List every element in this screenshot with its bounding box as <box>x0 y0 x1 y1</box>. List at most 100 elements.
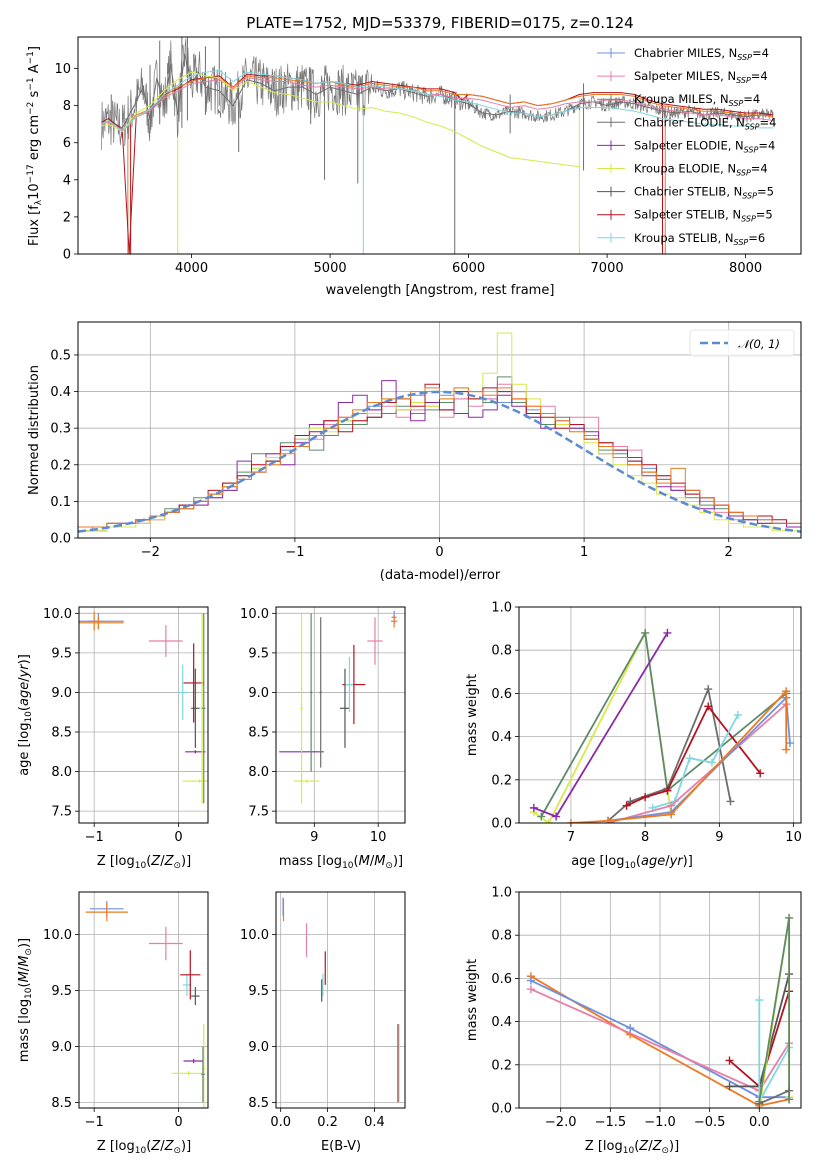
spectrum-panel: PLATE=1752, MJD=53379, FIBERID=0175, z=0… <box>26 14 802 298</box>
spectrum-plot-area: 4000 5000 6000 7000 8000 0 2 4 6 8 10 <box>54 36 802 276</box>
y-tick-label: 8 <box>63 99 71 114</box>
x-tick-label: 8 <box>641 830 649 845</box>
histogram-x-axis-label: (data-model)/error <box>380 568 501 583</box>
weight-age-x-axis-label: age [log10(age/yr)] <box>571 854 693 871</box>
spectrum-title: PLATE=1752, MJD=53379, FIBERID=0175, z=0… <box>246 14 633 32</box>
y-tick-label: 6 <box>63 136 71 151</box>
weight-marker <box>529 803 538 812</box>
weight-age-y-axis-label: mass weight <box>465 674 480 756</box>
y-tick-label: 9.0 <box>51 1040 72 1055</box>
y-tick-label: 0.2 <box>491 1058 512 1073</box>
x-tick-label: 7000 <box>591 261 624 276</box>
y-tick-label: 9.5 <box>51 646 72 661</box>
x-tick-label: 8000 <box>729 261 762 276</box>
weight-marker <box>526 985 535 994</box>
y-tick-label: 8.0 <box>51 765 72 780</box>
weight-line <box>607 695 791 822</box>
normal-curve <box>78 390 801 533</box>
y-tick-label: 0.2 <box>50 458 71 473</box>
x-tick-label: −2.0 <box>545 1115 577 1130</box>
y-tick-label: 10 <box>54 62 71 77</box>
legend-label: Salpeter ELODIE, NSSP=4 <box>634 138 775 154</box>
x-tick-label: −1.0 <box>644 1115 676 1130</box>
x-tick-label: 7 <box>567 830 575 845</box>
y-tick-label: 0.1 <box>50 495 71 510</box>
weight-marker <box>755 996 764 1004</box>
weight-marker <box>707 758 716 767</box>
y-tick-label: 0.0 <box>491 817 512 832</box>
weight-marker <box>755 1099 764 1108</box>
legend-label: Kroupa ELODIE, NSSP=4 <box>634 162 768 178</box>
x-tick-label: 9 <box>310 830 318 845</box>
y-tick-label: 2 <box>63 210 71 225</box>
spectrum-model-line <box>101 71 580 168</box>
x-tick-label: 0.0 <box>749 1115 770 1130</box>
weight-z-y-axis-label: mass weight <box>465 959 480 1041</box>
y-tick-label: 0.8 <box>491 644 512 659</box>
age-z-x-axis-label: Z [log10(Z/Z⊙)] <box>97 854 191 871</box>
y-tick-label: 0.4 <box>491 1015 512 1030</box>
y-tick-label: 8.0 <box>248 765 269 780</box>
x-tick-label: 10 <box>785 830 802 845</box>
plot-content <box>279 610 398 804</box>
plot-content <box>529 628 794 823</box>
weight-line <box>540 630 787 817</box>
age-vs-mass-panel: 9 10 7.5 8.0 8.5 9.0 9.5 10.0 <box>240 606 406 845</box>
x-tick-label: −1 <box>285 545 304 560</box>
weight-z-x-axis-label: Z [log10(Z/Z⊙)] <box>585 1139 679 1156</box>
y-tick-label: 7.5 <box>51 805 72 820</box>
weight-marker <box>526 976 535 985</box>
y-tick-label: 0.4 <box>491 730 512 745</box>
weight-marker <box>704 685 713 694</box>
weight-marker <box>782 687 791 696</box>
weight-line <box>758 1089 790 1105</box>
y-tick-label: 9.0 <box>51 686 72 701</box>
y-tick-label: 10.0 <box>240 607 269 622</box>
spectrum-model-line <box>101 69 774 133</box>
weight-marker <box>622 801 631 810</box>
weight-marker <box>785 1095 794 1104</box>
histogram-y-axis-label: Normed distribution <box>27 365 42 495</box>
x-tick-label: 10 <box>370 830 387 845</box>
x-tick-label: 5000 <box>314 261 347 276</box>
y-tick-label: 1.0 <box>491 601 512 616</box>
y-tick-label: 7.5 <box>248 805 269 820</box>
legend-label: Chabrier ELODIE, NSSP=4 <box>634 115 776 131</box>
spectrum-y-axis-label: Flux [fλ10−17 erg cm−2 s−1 A−1] <box>26 46 44 246</box>
mass-vs-extinction-panel: 0.0 0.2 0.4 8.5 9.0 9.5 10.0 <box>240 891 406 1130</box>
plot-content <box>85 900 206 1108</box>
weight-marker <box>604 816 613 823</box>
mass-vs-metallicity-panel: −1 0 8.5 9.0 9.5 10.0 <box>43 891 209 1130</box>
weight-marker <box>785 913 794 922</box>
y-tick-label: 0.6 <box>491 687 512 702</box>
y-tick-label: 9.5 <box>248 646 269 661</box>
mass-z-y-axis-label: mass [log10(M/M⊙)] <box>17 938 34 1062</box>
axes-frame <box>275 891 406 1109</box>
weight-marker <box>667 810 676 819</box>
y-tick-label: 0.0 <box>491 1102 512 1117</box>
y-tick-label: 8.5 <box>51 726 72 741</box>
y-tick-label: 0.4 <box>50 385 71 400</box>
weight-marker <box>685 754 694 763</box>
y-tick-label: 0.0 <box>50 532 71 547</box>
weight-marker <box>704 702 713 711</box>
y-tick-label: 10.0 <box>43 607 72 622</box>
x-tick-label: −1.5 <box>595 1115 627 1130</box>
weight-marker <box>733 711 742 719</box>
legend-box <box>689 329 795 357</box>
weight-vs-age-panel: 7 8 9 10 0.0 0.2 0.4 0.6 0.8 1.0 <box>491 601 802 846</box>
weight-line <box>533 632 669 818</box>
y-tick-label: 8.5 <box>248 1096 269 1111</box>
legend-label: Salpeter MILES, NSSP=4 <box>634 69 768 85</box>
x-tick-label: 2 <box>725 545 733 560</box>
histogram-plot-area: −2 −1 0 1 2 0.0 0.1 0.2 0.3 0.4 0.5 <box>50 321 802 560</box>
x-tick-label: 9 <box>715 830 723 845</box>
weight-marker <box>641 628 650 637</box>
mass-z-x-axis-label: Z [log10(Z/Z⊙)] <box>97 1139 191 1156</box>
plot-content <box>282 897 400 1103</box>
weight-marker <box>726 797 735 806</box>
weight-line <box>570 688 788 823</box>
histogram-panel: −2 −1 0 1 2 0.0 0.1 0.2 0.3 0.4 0.5 (data-model)/e… <box>27 321 802 583</box>
y-tick-label: 9.5 <box>51 984 72 999</box>
x-tick-label: 6000 <box>452 261 485 276</box>
